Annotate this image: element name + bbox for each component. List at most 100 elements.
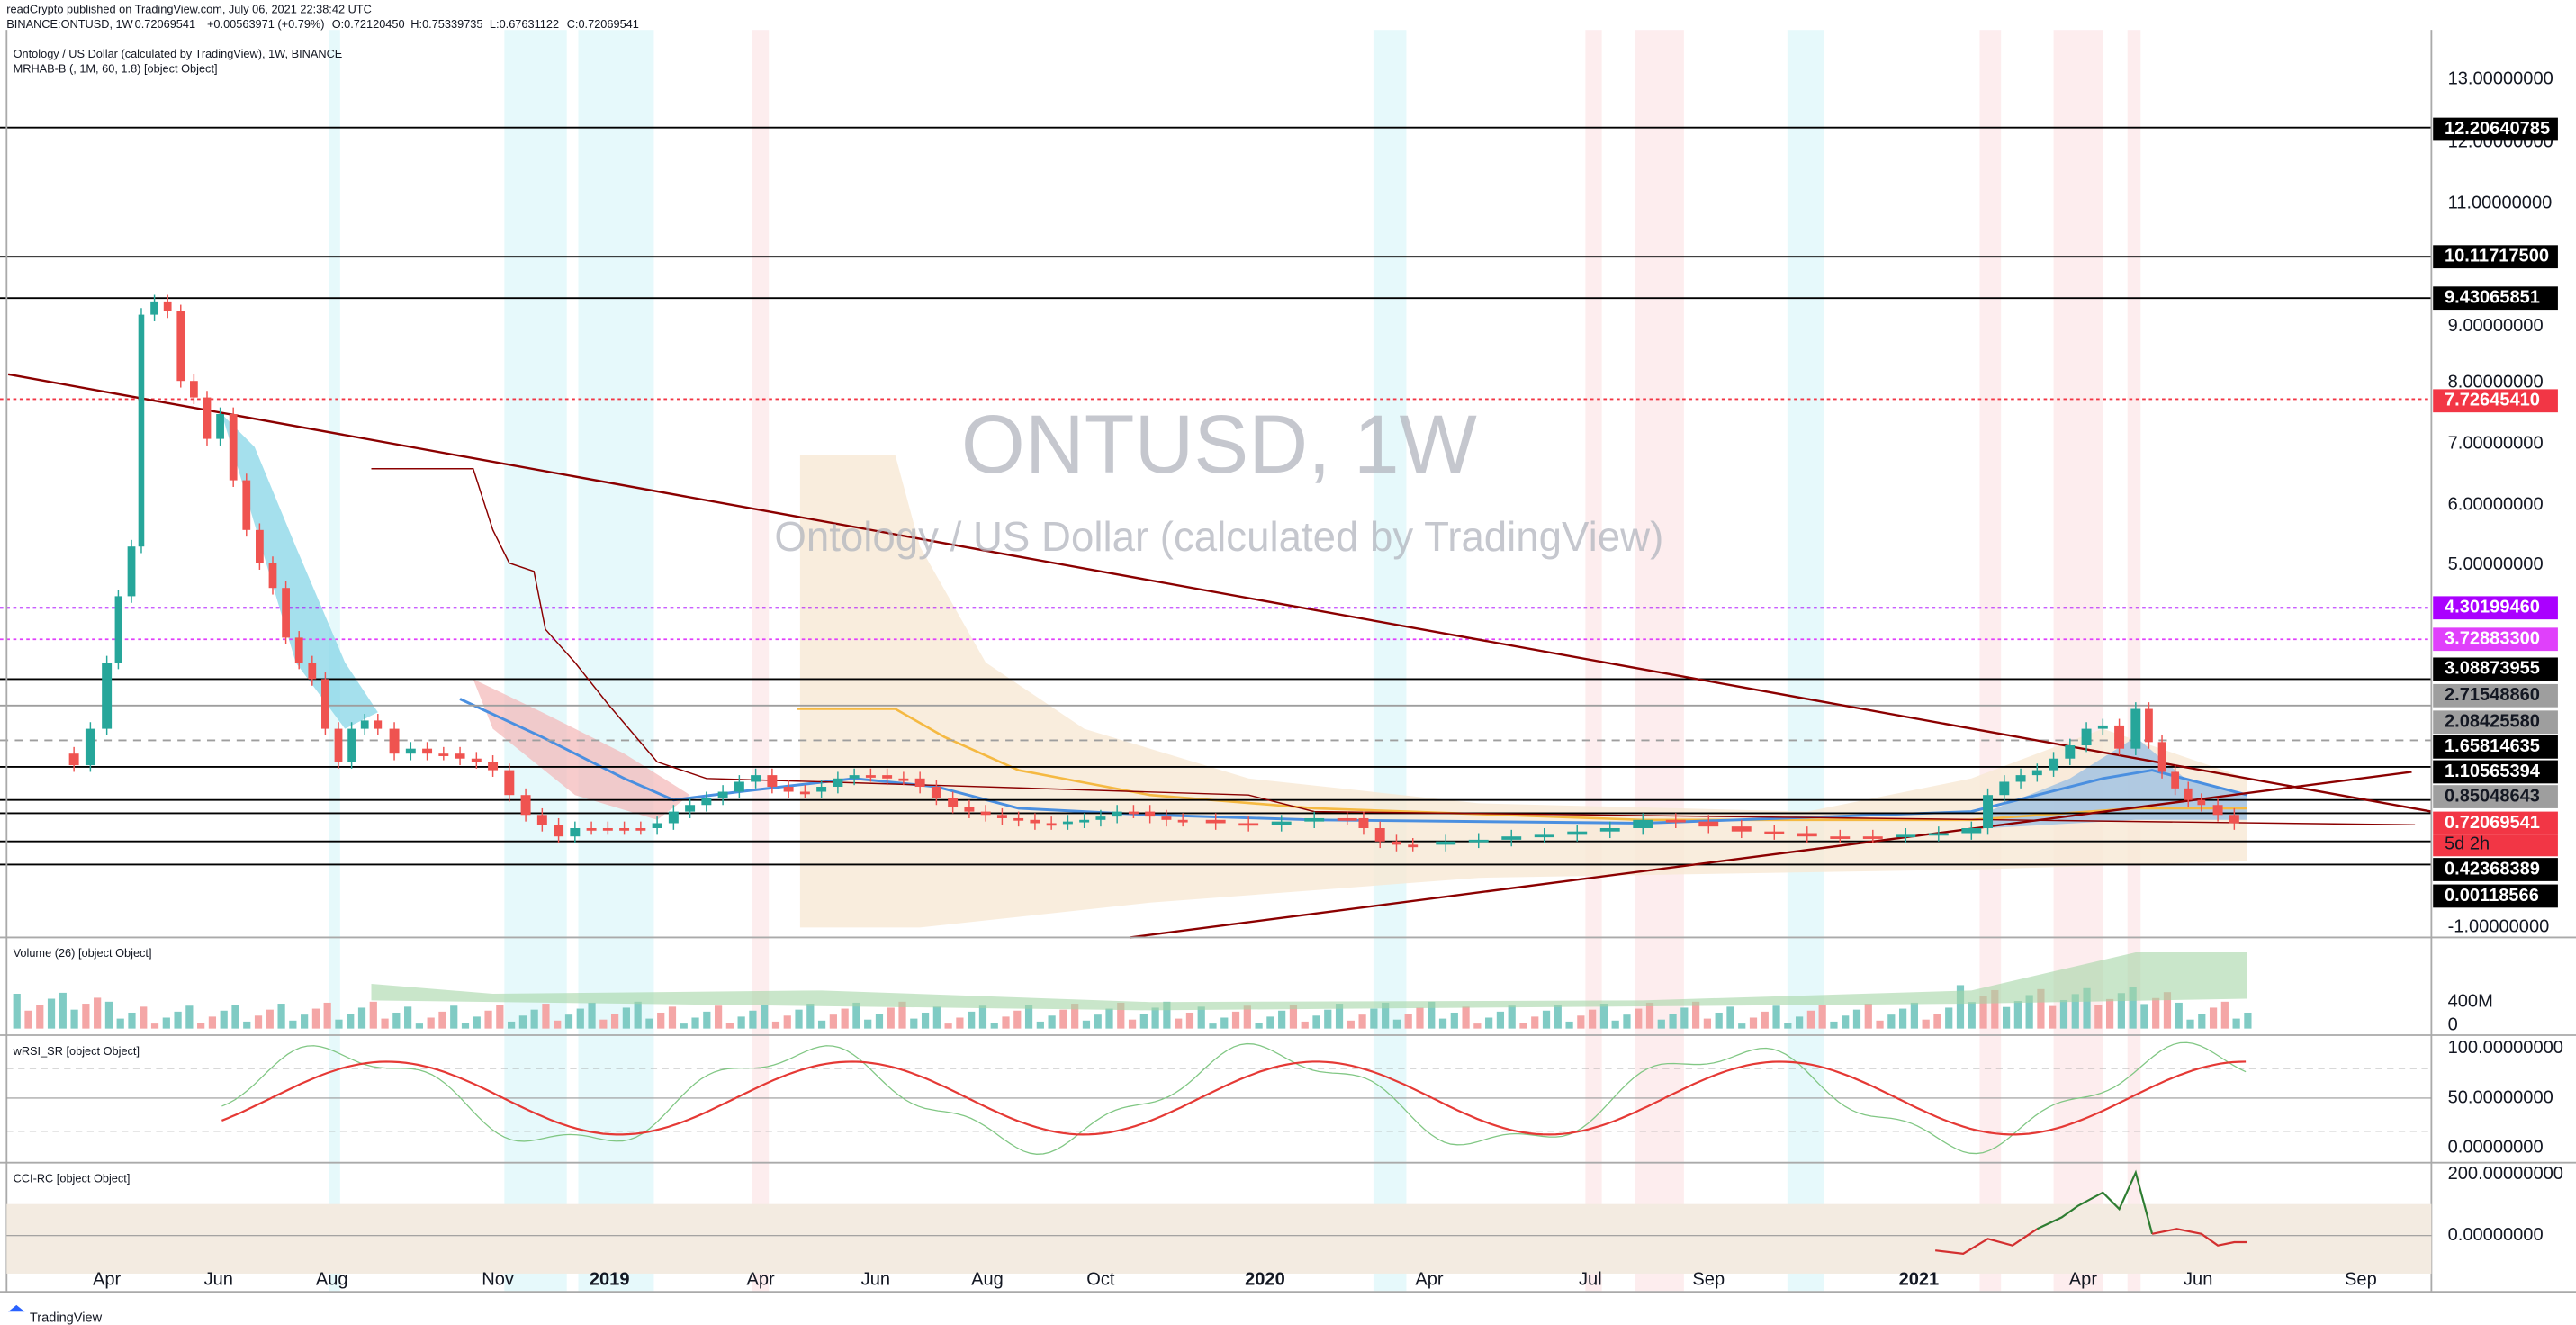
candle-body xyxy=(1271,821,1292,825)
volume-bar xyxy=(1806,1010,1815,1029)
volume-bar xyxy=(1312,1015,1320,1029)
volume-bar xyxy=(1370,1008,1378,1029)
volume-bar xyxy=(1496,1011,1505,1029)
time-axis: Apr Jun Aug Nov 2019 Apr Jun Aug Oct 2020 Apr Jul Se… xyxy=(93,1270,2377,1290)
candle-body xyxy=(1599,828,1620,832)
pane-axis-label: 100.00000000 xyxy=(2448,1038,2563,1058)
candle-body xyxy=(882,775,893,779)
price-label-box xyxy=(2433,811,2558,835)
price-tick-label: 6.00000000 xyxy=(2448,494,2544,514)
pane-axis-label: 50.00000000 xyxy=(2448,1087,2553,1107)
price-label: 0.85048643 xyxy=(2445,786,2540,806)
volume-bar xyxy=(2071,994,2079,1029)
volume-bar xyxy=(634,1001,642,1029)
volume-bar xyxy=(140,1006,148,1029)
time-tick-label: Jun xyxy=(861,1270,890,1290)
volume-bar xyxy=(1830,1021,1838,1029)
volume-bar xyxy=(2094,1005,2103,1029)
cloud-area xyxy=(799,455,2247,928)
candle-body xyxy=(767,775,778,787)
candle-body xyxy=(2097,725,2108,729)
candle-body xyxy=(865,775,876,778)
candle-body xyxy=(2197,799,2206,806)
candle-body xyxy=(268,563,277,589)
volume-bar xyxy=(301,1014,309,1029)
volume-bar xyxy=(518,1015,527,1029)
candle-body xyxy=(1374,828,1385,842)
volume-bar xyxy=(461,1023,470,1029)
high: H:0.75339735 xyxy=(410,17,482,31)
volume-bar xyxy=(1991,989,1999,1029)
candle-body xyxy=(1731,826,1752,832)
volume-bar xyxy=(1220,1017,1229,1029)
candle-body xyxy=(914,778,925,787)
candle-body xyxy=(1999,781,2010,796)
price-label-box xyxy=(2433,245,2558,269)
volume-bar xyxy=(2025,995,2033,1029)
open: O:0.72120450 xyxy=(332,17,405,31)
volume-bar xyxy=(795,1009,803,1029)
symbol: BINANCE:ONTUSD, 1W xyxy=(6,17,133,31)
volume-bar xyxy=(829,1014,837,1029)
time-tick-label: Apr xyxy=(2069,1270,2098,1290)
publisher: readCrypto published on TradingView.com,… xyxy=(6,2,372,15)
candle-body xyxy=(619,828,630,831)
price-label-box xyxy=(2433,657,2558,681)
candle-body xyxy=(374,720,383,729)
watermark-description: Ontology / US Dollar (calculated by Trad… xyxy=(774,514,1663,560)
highlight-band xyxy=(1373,30,1407,1293)
volume-bar xyxy=(1473,1023,1482,1029)
volume-bar xyxy=(1910,1002,1918,1029)
volume-bar xyxy=(162,1017,170,1029)
candle-body xyxy=(1408,844,1419,848)
candle-body xyxy=(2015,775,2026,782)
volume-bar xyxy=(2209,1007,2218,1029)
volume-bar xyxy=(311,1008,320,1029)
volume-bar xyxy=(369,1001,377,1029)
volume-bar xyxy=(1876,1020,1884,1029)
time-tick-label: 2019 xyxy=(590,1270,630,1290)
volume-bar xyxy=(542,1004,550,1029)
candle-body xyxy=(701,798,712,806)
volume-bar xyxy=(576,1008,584,1029)
volume-bar xyxy=(2117,993,2125,1029)
volume-bar xyxy=(1335,1004,1344,1029)
candle-body xyxy=(308,662,317,680)
background-layer xyxy=(221,30,2248,1293)
candle-body xyxy=(150,301,158,315)
price-label: 10.11717500 xyxy=(2445,246,2549,266)
candle-body xyxy=(455,753,465,759)
candle-body xyxy=(520,795,531,816)
volume-bar xyxy=(2059,999,2068,1029)
candle-body xyxy=(1468,839,1489,843)
volume-bar xyxy=(806,1004,815,1029)
price-label: 9.43065851 xyxy=(2445,287,2540,307)
volume-bar xyxy=(554,1020,562,1029)
volume-bar xyxy=(1635,1008,1643,1029)
volume-bar xyxy=(1428,1001,1436,1029)
change: +0.00563971 (+0.79%) xyxy=(207,17,325,31)
volume-bar xyxy=(1082,1020,1091,1029)
volume-bar xyxy=(404,1006,412,1029)
cci-line xyxy=(2151,1228,2247,1247)
volume-bar xyxy=(978,1005,987,1029)
volume-bar xyxy=(898,1001,906,1029)
candle-body xyxy=(471,758,482,762)
volume-bar xyxy=(817,1020,826,1029)
volume-bar xyxy=(392,1012,401,1029)
candle-body xyxy=(898,778,909,781)
volume-bar xyxy=(1266,1016,1274,1029)
trend-line xyxy=(1130,771,2412,939)
price-label: 0.42368389 xyxy=(2445,859,2540,879)
volume-bar xyxy=(24,1010,32,1029)
time-tick-label: Apr xyxy=(746,1270,775,1290)
countdown-box xyxy=(2433,834,2558,857)
volume-bar xyxy=(771,1021,780,1029)
cci-line xyxy=(1935,1228,2038,1256)
volume-bar xyxy=(1163,1001,1171,1029)
volume-bar xyxy=(415,1023,424,1029)
candle-body xyxy=(1534,834,1554,838)
candle-body xyxy=(2130,708,2141,749)
volume-bar xyxy=(703,1011,711,1029)
volume-bar xyxy=(1151,1007,1159,1029)
